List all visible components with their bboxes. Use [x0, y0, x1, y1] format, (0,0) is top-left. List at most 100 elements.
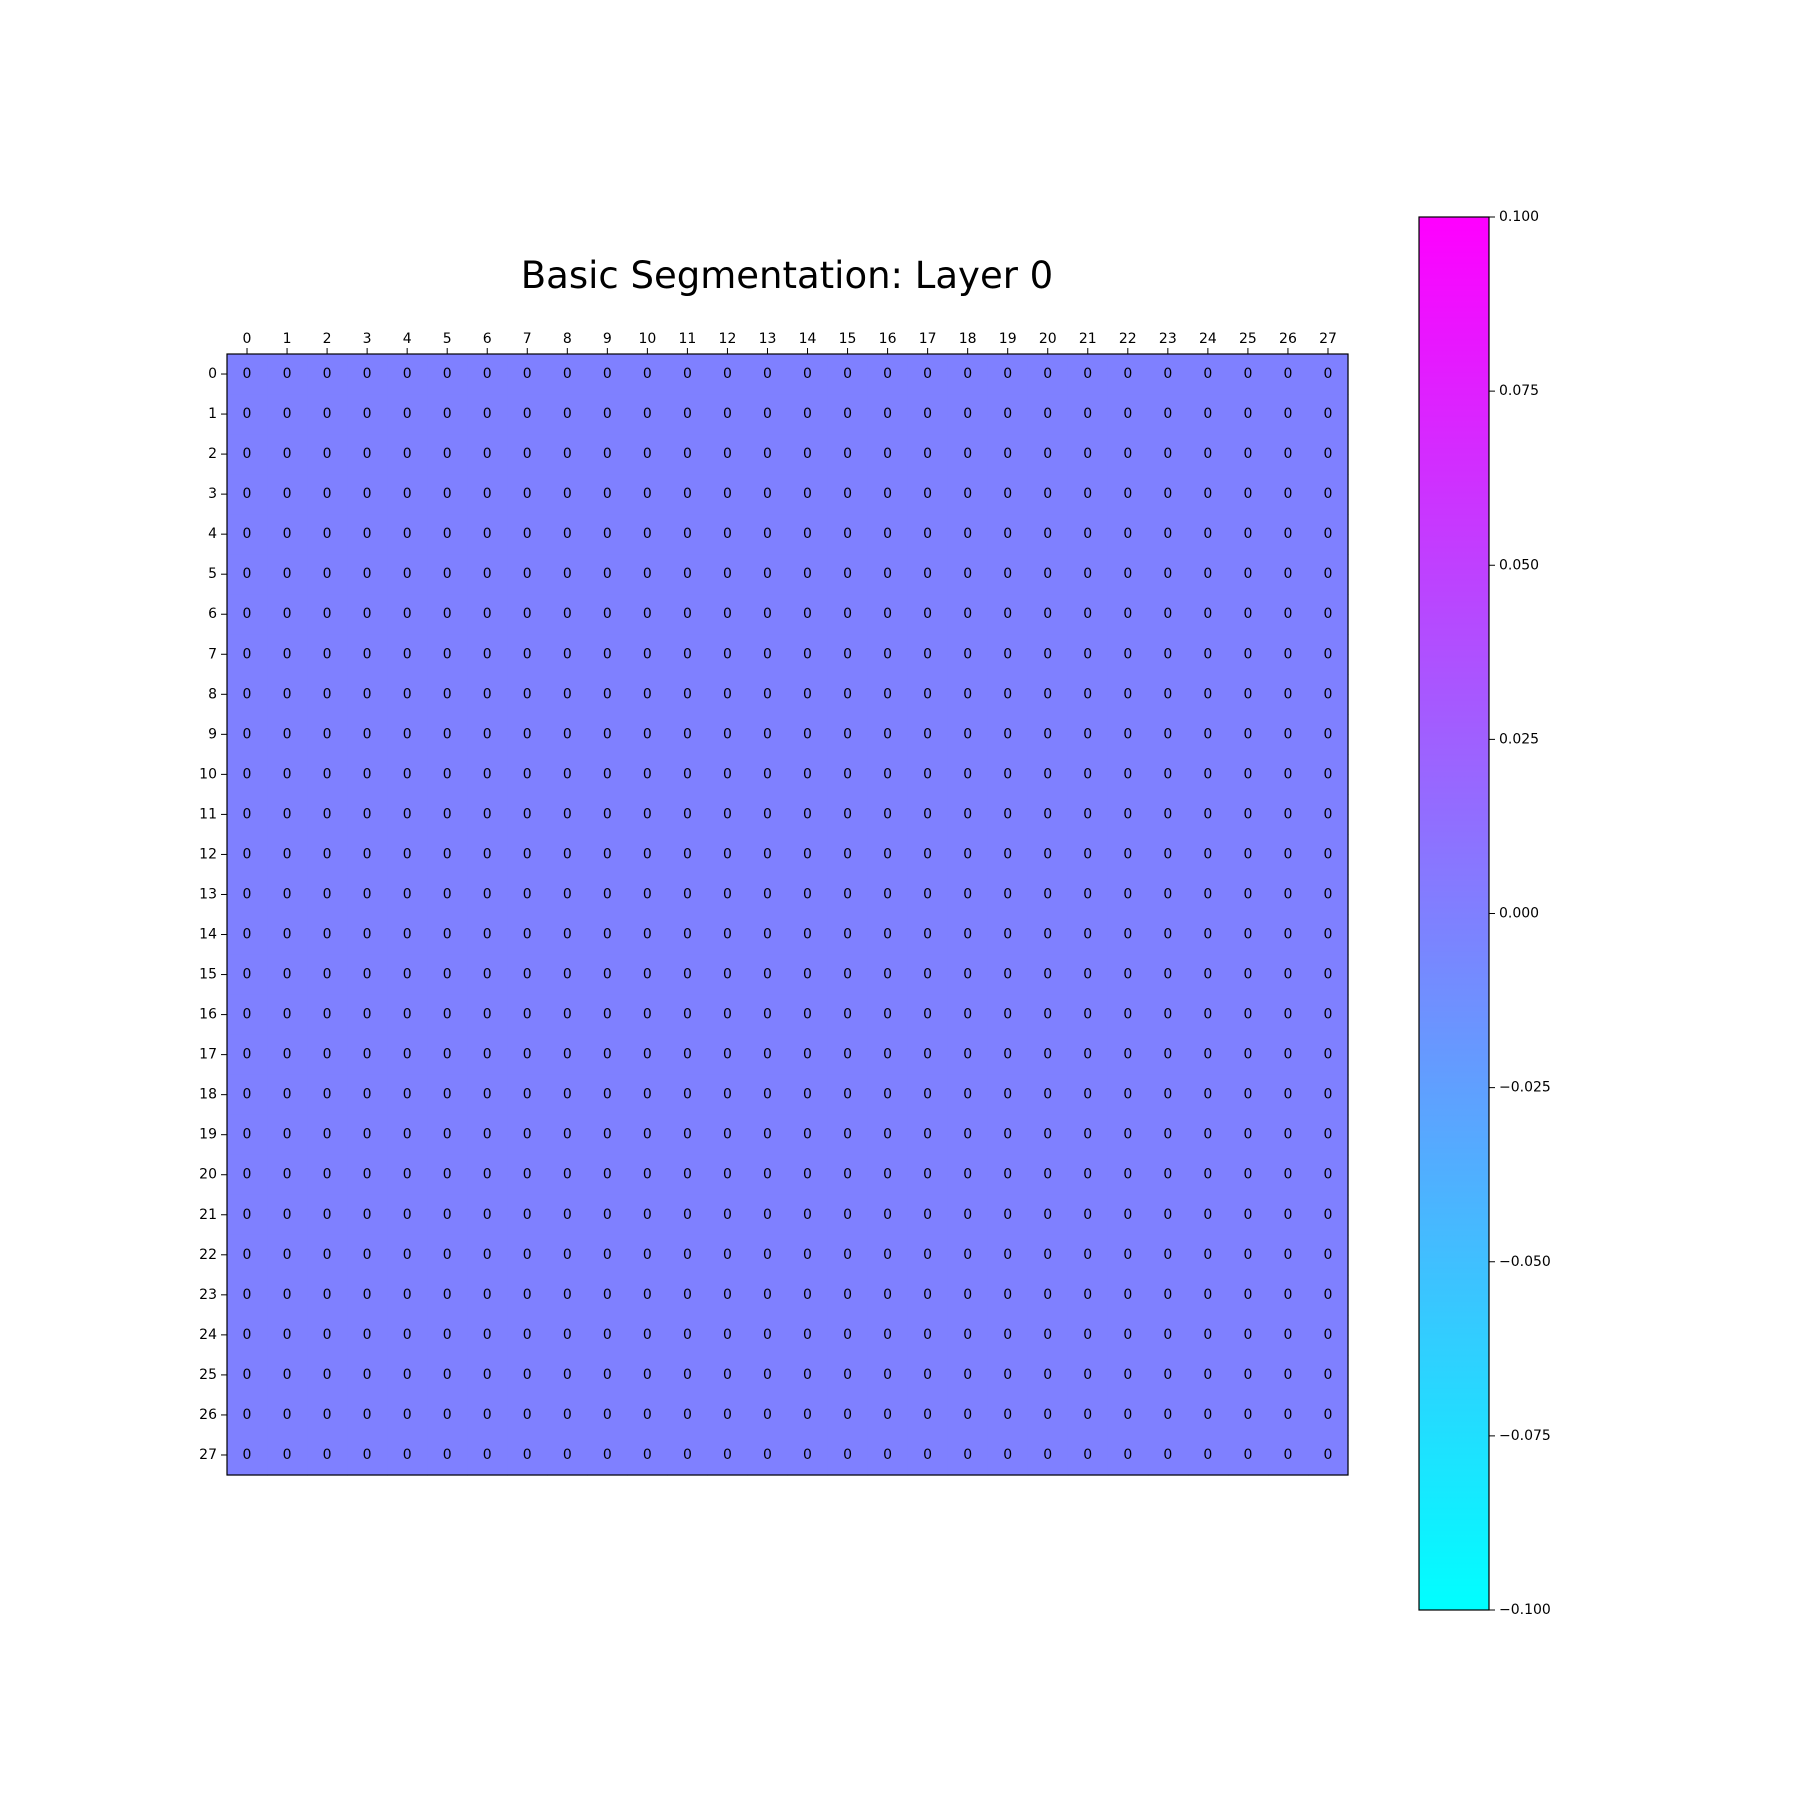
cell-value-label: 0: [763, 1047, 772, 1063]
heatmap-cell: [787, 1394, 829, 1436]
cell-value-label: 0: [563, 1447, 572, 1463]
heatmap-cell: [907, 954, 949, 996]
heatmap-cell: [1307, 1034, 1349, 1076]
heatmap-cell: [1147, 1154, 1189, 1196]
heatmap-cell: [787, 714, 829, 755]
cell-value-label: 0: [643, 486, 652, 502]
heatmap-cell: [267, 1354, 308, 1396]
cell-value-label: 0: [683, 1167, 692, 1183]
colorbar: 0.1000.0750.0500.0250.000−0.025−0.050−0.…: [1418, 209, 1551, 1618]
heatmap-cell: [667, 994, 709, 1036]
cell-value-label: 0: [643, 1327, 652, 1343]
cell-value-label: 0: [563, 1127, 572, 1143]
heatmap-cell: [867, 1314, 909, 1356]
cell-value-label: 0: [603, 446, 612, 462]
cell-value-label: 0: [403, 766, 412, 782]
cell-value-label: 0: [963, 1127, 972, 1143]
cell-value-label: 0: [323, 1407, 332, 1423]
cell-value-label: 0: [1163, 1287, 1172, 1303]
cell-value-label: 0: [443, 927, 452, 943]
heatmap-cell: [867, 634, 909, 675]
cell-value-label: 0: [963, 927, 972, 943]
heatmap-cell: [427, 994, 468, 1036]
cell-value-label: 0: [1043, 1247, 1052, 1263]
heatmap-cell: [747, 1194, 789, 1236]
cell-value-label: 0: [803, 1047, 812, 1063]
heatmap-cell: [547, 1114, 588, 1156]
heatmap-cell: [987, 794, 1029, 836]
cell-value-label: 0: [1243, 726, 1252, 742]
cell-value-label: 0: [883, 526, 892, 542]
y-tick-label: 7: [208, 646, 217, 662]
heatmap-cell: [587, 474, 628, 515]
heatmap-cell: [347, 1234, 388, 1276]
heatmap-cell: [747, 994, 789, 1036]
heatmap-cell: [947, 714, 989, 755]
cell-value-label: 0: [1324, 1167, 1333, 1183]
cell-value-label: 0: [563, 406, 572, 422]
heatmap-cell: [1307, 514, 1349, 555]
cell-value-label: 0: [443, 1007, 452, 1023]
heatmap-cell: [747, 354, 789, 395]
cell-value-label: 0: [603, 1287, 612, 1303]
heatmap-cell: [587, 954, 628, 996]
cell-value-label: 0: [1283, 446, 1292, 462]
heatmap-cell: [1267, 434, 1309, 475]
heatmap-cell: [707, 594, 749, 635]
cell-value-label: 0: [683, 1087, 692, 1103]
cell-value-label: 0: [1243, 526, 1252, 542]
cell-value-label: 0: [1283, 1247, 1292, 1263]
heatmap-cell: [307, 1234, 348, 1276]
heatmap-cell: [1187, 634, 1229, 675]
cell-value-label: 0: [883, 406, 892, 422]
cell-value-label: 0: [723, 766, 732, 782]
heatmap-cell: [587, 754, 628, 795]
x-tick-label: 2: [323, 331, 332, 347]
heatmap-cell: [267, 674, 308, 715]
heatmap-cell: [307, 1314, 348, 1356]
heatmap-cell: [267, 1434, 308, 1476]
cell-value-label: 0: [763, 846, 772, 862]
heatmap-cell: [827, 1074, 869, 1116]
cell-value-label: 0: [1243, 1407, 1252, 1423]
heatmap-cell: [947, 1434, 989, 1476]
cell-value-label: 0: [1163, 526, 1172, 542]
cell-value-label: 0: [323, 1327, 332, 1343]
heatmap-cell: [547, 1154, 588, 1196]
heatmap-cell: [707, 474, 749, 515]
cell-value-label: 0: [723, 406, 732, 422]
cell-value-label: 0: [643, 1127, 652, 1143]
heatmap-cell: [627, 1434, 668, 1476]
cell-value-label: 0: [523, 526, 532, 542]
cell-value-label: 0: [1324, 366, 1333, 382]
cell-value-label: 0: [1083, 646, 1092, 662]
cell-value-label: 0: [1083, 726, 1092, 742]
heatmap-cell: [227, 1114, 268, 1156]
heatmap-cell: [827, 514, 869, 555]
cell-value-label: 0: [683, 1247, 692, 1263]
y-tick-label: 16: [199, 1007, 217, 1023]
cell-value-label: 0: [403, 1207, 412, 1223]
heatmap-cell: [1307, 794, 1349, 836]
heatmap-cells: [227, 354, 1349, 1476]
heatmap-cell: [307, 1274, 348, 1316]
cell-value-label: 0: [963, 967, 972, 983]
cell-value-label: 0: [1043, 1087, 1052, 1103]
cell-value-label: 0: [963, 726, 972, 742]
heatmap-cell: [227, 1154, 268, 1196]
cell-value-label: 0: [523, 606, 532, 622]
cell-value-label: 0: [1324, 1287, 1333, 1303]
heatmap-cell: [1307, 1194, 1349, 1236]
heatmap-cell: [667, 1194, 709, 1236]
heatmap-cell: [707, 1314, 749, 1356]
heatmap-cell: [1187, 1074, 1229, 1116]
cell-value-label: 0: [923, 486, 932, 502]
heatmap-cell: [1267, 1154, 1309, 1196]
cell-value-label: 0: [923, 726, 932, 742]
heatmap-cell: [547, 954, 588, 996]
cell-value-label: 0: [883, 686, 892, 702]
cell-value-label: 0: [1283, 766, 1292, 782]
heatmap-cell: [587, 1394, 628, 1436]
heatmap-cell: [1267, 1394, 1309, 1436]
